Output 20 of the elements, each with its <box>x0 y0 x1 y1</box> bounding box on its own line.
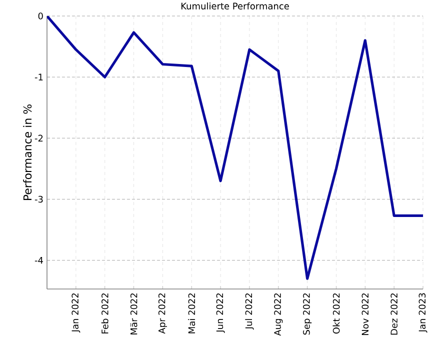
x-tick-label: Apr 2022 <box>158 293 167 334</box>
y-tick-label: -1 <box>34 74 43 80</box>
x-tick-label: Jun 2022 <box>216 293 225 333</box>
x-tick-label: Aug 2022 <box>274 293 283 336</box>
y-tick-label: 0 <box>38 12 43 20</box>
x-tick-label: Mär 2022 <box>130 293 138 334</box>
x-tick-label: Jan 2023 <box>418 293 428 333</box>
x-tick-label: Dez 2022 <box>390 293 398 335</box>
chart-title: Kumulierte Performance <box>181 2 289 10</box>
x-tick-label: Mai 2022 <box>188 293 196 334</box>
x-tick-label: Sep 2022 <box>303 293 312 335</box>
x-tick-label: Okt 2022 <box>332 293 340 334</box>
y-tick-label: -3 <box>34 196 43 203</box>
y-tick-label: -4 <box>34 257 43 264</box>
x-tick-label: Nov 2022 <box>362 293 369 335</box>
y-tick-label: -2 <box>34 134 43 142</box>
x-tick-label: Feb 2022 <box>101 293 108 334</box>
x-tick-label: Jul 2022 <box>245 293 254 330</box>
y-axis-title: Performance in % <box>23 104 32 200</box>
x-tick-label: Jan 2022 <box>72 293 80 333</box>
